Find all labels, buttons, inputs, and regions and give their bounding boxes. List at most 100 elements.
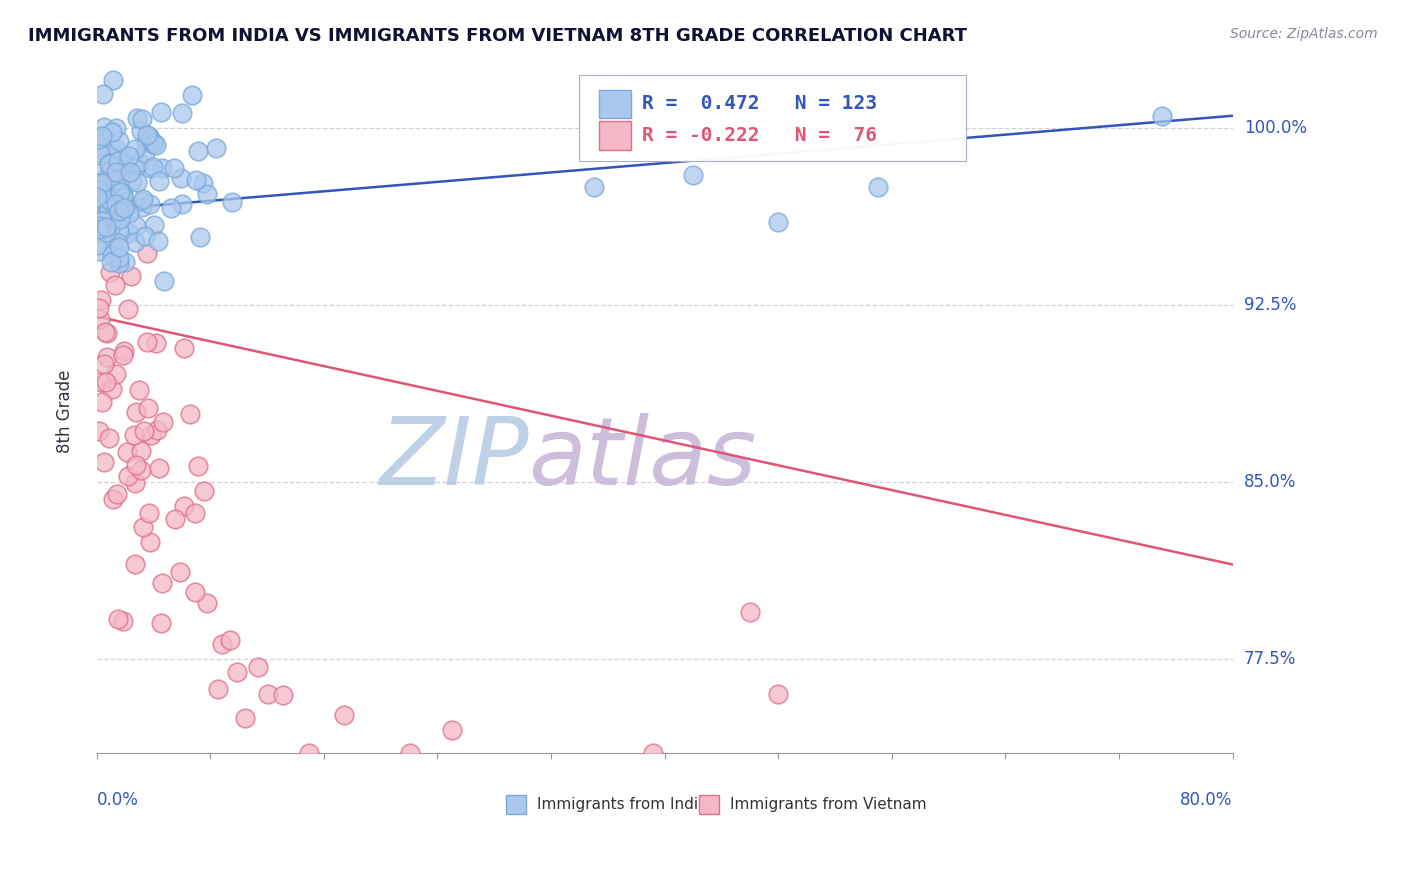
Point bbox=[136, 334, 159, 349]
Point bbox=[682, 168, 704, 182]
Point bbox=[125, 111, 148, 125]
Point bbox=[89, 166, 111, 180]
Point bbox=[132, 192, 155, 206]
Point bbox=[163, 161, 186, 175]
Point bbox=[90, 129, 112, 144]
Point bbox=[142, 136, 165, 150]
Point bbox=[105, 165, 128, 179]
Point bbox=[101, 125, 124, 139]
Point bbox=[120, 268, 142, 283]
Point bbox=[103, 491, 125, 506]
Point bbox=[101, 248, 124, 262]
Point bbox=[225, 665, 247, 680]
Point bbox=[111, 614, 134, 628]
Point bbox=[100, 195, 122, 210]
Point bbox=[107, 256, 129, 270]
Point bbox=[207, 682, 229, 697]
Point bbox=[101, 73, 124, 87]
Point bbox=[98, 164, 121, 178]
Point bbox=[146, 234, 169, 248]
Point bbox=[148, 173, 170, 187]
Point bbox=[184, 584, 207, 599]
Point bbox=[112, 202, 135, 216]
Point bbox=[125, 159, 148, 173]
Point bbox=[111, 169, 134, 184]
Point bbox=[90, 195, 112, 210]
Point bbox=[131, 200, 153, 214]
Point bbox=[107, 240, 129, 254]
Point bbox=[110, 208, 132, 222]
Point bbox=[139, 535, 162, 549]
Point bbox=[142, 136, 165, 151]
Point bbox=[122, 427, 145, 442]
Point bbox=[94, 325, 117, 339]
Point bbox=[108, 223, 131, 237]
Point bbox=[110, 184, 132, 198]
Point bbox=[124, 557, 146, 571]
Point bbox=[118, 226, 141, 240]
Point bbox=[89, 424, 111, 438]
Point bbox=[143, 218, 166, 232]
Point bbox=[89, 219, 111, 233]
Point bbox=[104, 142, 127, 156]
Text: R =  0.472   N = 123: R = 0.472 N = 123 bbox=[643, 95, 877, 113]
Point bbox=[125, 458, 148, 472]
Point bbox=[87, 183, 110, 197]
Point bbox=[129, 124, 152, 138]
Text: IMMIGRANTS FROM INDIA VS IMMIGRANTS FROM VIETNAM 8TH GRADE CORRELATION CHART: IMMIGRANTS FROM INDIA VS IMMIGRANTS FROM… bbox=[28, 27, 967, 45]
Point bbox=[132, 425, 155, 439]
Point bbox=[114, 255, 136, 269]
Point bbox=[86, 238, 108, 252]
Text: Immigrants from Vietnam: Immigrants from Vietnam bbox=[731, 797, 927, 813]
Point bbox=[96, 225, 118, 239]
Point bbox=[173, 499, 195, 513]
Point bbox=[124, 476, 146, 491]
Point bbox=[138, 196, 160, 211]
Point bbox=[89, 312, 111, 326]
Point bbox=[170, 171, 193, 186]
Point bbox=[94, 219, 117, 234]
Point bbox=[105, 181, 128, 195]
Point bbox=[134, 229, 156, 244]
Point bbox=[104, 173, 127, 187]
Point bbox=[117, 302, 139, 317]
Point bbox=[138, 506, 160, 520]
Point bbox=[150, 105, 173, 120]
Point bbox=[94, 209, 117, 223]
Point bbox=[246, 660, 269, 674]
Point bbox=[170, 106, 193, 120]
Point bbox=[221, 194, 243, 209]
Point bbox=[108, 251, 131, 265]
Point bbox=[138, 128, 160, 143]
Text: 80.0%: 80.0% bbox=[1180, 791, 1233, 809]
Point bbox=[90, 376, 112, 390]
Point bbox=[129, 462, 152, 476]
Point bbox=[94, 194, 117, 208]
Point bbox=[90, 214, 112, 228]
Point bbox=[93, 120, 115, 134]
Text: 85.0%: 85.0% bbox=[1244, 473, 1296, 491]
Text: 8th Grade: 8th Grade bbox=[56, 369, 75, 452]
Text: 0.0%: 0.0% bbox=[97, 791, 139, 809]
Point bbox=[141, 427, 163, 442]
Point bbox=[145, 138, 167, 153]
Point bbox=[197, 596, 219, 610]
Point bbox=[96, 351, 118, 365]
Point bbox=[180, 87, 202, 102]
Point bbox=[87, 131, 110, 145]
Point bbox=[100, 255, 122, 269]
Point bbox=[124, 142, 146, 156]
Text: Source: ZipAtlas.com: Source: ZipAtlas.com bbox=[1230, 27, 1378, 41]
Point bbox=[136, 401, 159, 416]
Point bbox=[169, 565, 191, 579]
Point bbox=[89, 145, 111, 160]
Point bbox=[152, 575, 174, 590]
Point bbox=[98, 221, 121, 235]
Point bbox=[125, 405, 148, 419]
Point bbox=[233, 711, 256, 725]
Point bbox=[195, 187, 218, 202]
Point bbox=[98, 265, 121, 279]
Point bbox=[204, 141, 226, 155]
Text: R = -0.222   N =  76: R = -0.222 N = 76 bbox=[643, 126, 877, 145]
Point bbox=[184, 172, 207, 186]
